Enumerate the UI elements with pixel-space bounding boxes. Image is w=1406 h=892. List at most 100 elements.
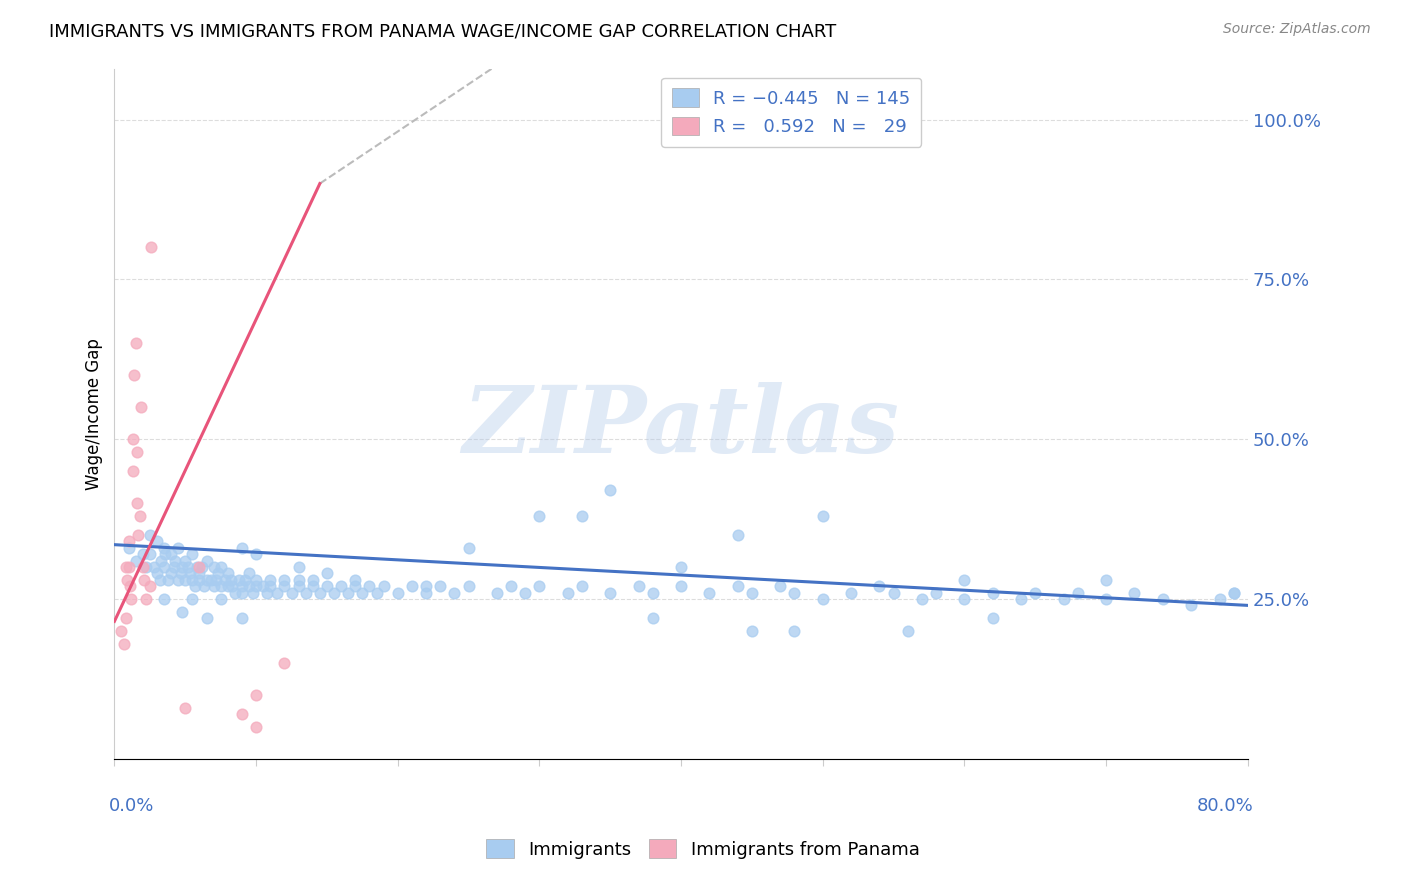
Point: [128, 528, 150, 542]
Point: [1222, 585, 1244, 599]
Point: [184, 579, 207, 593]
Point: [217, 579, 239, 593]
Point: [188, 573, 211, 587]
Point: [238, 566, 260, 581]
Point: [294, 585, 316, 599]
Point: [231, 579, 253, 593]
Point: [373, 579, 395, 593]
Point: [883, 585, 905, 599]
Point: [110, 624, 132, 638]
Point: [273, 579, 295, 593]
Point: [308, 585, 330, 599]
Point: [280, 585, 302, 599]
Point: [221, 579, 243, 593]
Point: [911, 592, 934, 607]
Point: [202, 579, 225, 593]
Point: [344, 579, 367, 593]
Point: [135, 560, 157, 574]
Point: [599, 483, 621, 498]
Point: [259, 573, 281, 587]
Point: [741, 624, 763, 638]
Point: [209, 560, 232, 574]
Point: [153, 592, 176, 607]
Point: [501, 579, 523, 593]
Point: [177, 560, 200, 574]
Point: [529, 579, 551, 593]
Point: [167, 573, 190, 587]
Point: [415, 579, 437, 593]
Point: [245, 547, 267, 561]
Point: [163, 560, 186, 574]
Point: [188, 560, 211, 574]
Point: [121, 464, 143, 478]
Point: [1180, 599, 1202, 613]
Point: [429, 579, 451, 593]
Point: [181, 547, 204, 561]
Point: [839, 585, 862, 599]
Point: [669, 579, 692, 593]
Point: [167, 541, 190, 555]
Point: [120, 592, 142, 607]
Point: [146, 534, 169, 549]
Point: [122, 368, 145, 383]
Point: [273, 573, 295, 587]
Point: [366, 585, 388, 599]
Point: [769, 579, 792, 593]
Y-axis label: Wage/Income Gap: Wage/Income Gap: [86, 338, 103, 490]
Point: [252, 579, 274, 593]
Point: [401, 579, 423, 593]
Point: [146, 566, 169, 581]
Point: [172, 560, 194, 574]
Point: [783, 585, 806, 599]
Point: [174, 700, 197, 714]
Point: [195, 611, 218, 625]
Point: [214, 573, 236, 587]
Point: [1123, 585, 1146, 599]
Point: [165, 554, 187, 568]
Point: [273, 656, 295, 670]
Point: [242, 585, 264, 599]
Point: [256, 585, 278, 599]
Point: [186, 560, 208, 574]
Point: [155, 547, 177, 561]
Point: [172, 605, 194, 619]
Point: [207, 566, 229, 581]
Point: [149, 573, 172, 587]
Point: [157, 573, 180, 587]
Point: [219, 573, 242, 587]
Point: [337, 585, 360, 599]
Point: [179, 566, 201, 581]
Point: [571, 508, 593, 523]
Point: [135, 592, 157, 607]
Point: [125, 445, 148, 459]
Point: [174, 554, 197, 568]
Point: [233, 573, 256, 587]
Point: [981, 585, 1004, 599]
Point: [245, 720, 267, 734]
Point: [1095, 592, 1118, 607]
Point: [132, 547, 155, 561]
Point: [1208, 592, 1230, 607]
Point: [727, 528, 749, 542]
Text: Source: ZipAtlas.com: Source: ZipAtlas.com: [1223, 22, 1371, 37]
Point: [557, 585, 579, 599]
Point: [981, 611, 1004, 625]
Point: [641, 611, 664, 625]
Point: [415, 585, 437, 599]
Point: [699, 585, 721, 599]
Point: [170, 566, 193, 581]
Point: [238, 579, 260, 593]
Text: 80.0%: 80.0%: [1197, 797, 1254, 814]
Point: [188, 566, 211, 581]
Point: [134, 573, 156, 587]
Point: [1095, 573, 1118, 587]
Point: [443, 585, 465, 599]
Text: 0.0%: 0.0%: [108, 797, 155, 814]
Point: [1053, 592, 1076, 607]
Point: [139, 528, 162, 542]
Text: IMMIGRANTS VS IMMIGRANTS FROM PANAMA WAGE/INCOME GAP CORRELATION CHART: IMMIGRANTS VS IMMIGRANTS FROM PANAMA WAG…: [49, 22, 837, 40]
Point: [387, 585, 409, 599]
Point: [953, 573, 976, 587]
Point: [245, 573, 267, 587]
Point: [869, 579, 891, 593]
